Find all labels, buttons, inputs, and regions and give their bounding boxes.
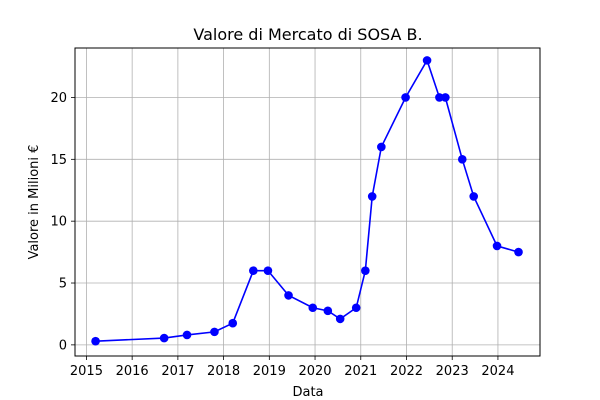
data-point	[284, 291, 293, 300]
y-tick-label: 10	[50, 215, 67, 230]
data-point	[210, 327, 219, 337]
series-points	[91, 56, 523, 346]
x-tick-label: 2017	[161, 364, 194, 379]
x-tick-label: 2015	[70, 364, 103, 379]
x-tick-label: 2022	[390, 364, 423, 379]
data-point	[469, 192, 479, 201]
chart-title: Valore di Mercato di SOSA B.	[193, 25, 422, 44]
data-point	[351, 303, 361, 313]
data-point	[249, 266, 258, 275]
data-point	[159, 333, 169, 343]
y-tick-label: 15	[50, 153, 67, 168]
data-point	[514, 247, 523, 257]
y-tick-label: 5	[59, 277, 67, 292]
data-point	[182, 330, 192, 340]
x-tick-label: 2016	[116, 364, 149, 379]
data-point	[91, 336, 100, 346]
data-point	[323, 306, 333, 316]
x-tick-label: 2018	[207, 364, 240, 379]
x-tick-label: 2020	[298, 364, 331, 379]
data-point	[441, 93, 450, 102]
data-point	[401, 93, 410, 102]
data-point	[457, 155, 467, 164]
y-axis-label: Valore in Milioni €	[27, 145, 42, 260]
data-point	[263, 266, 273, 275]
x-tick-label: 2023	[436, 364, 469, 379]
x-tick-label: 2019	[253, 364, 286, 379]
data-point	[422, 56, 432, 65]
data-point	[492, 241, 502, 251]
y-tick-label: 20	[50, 91, 67, 106]
data-point	[335, 314, 345, 324]
x-tick-label: 2024	[481, 364, 514, 379]
x-axis-ticks: 2015 2016 2017 2018 2019 2020 2021 2022 2023 2024	[70, 356, 514, 379]
data-point	[377, 142, 386, 152]
data-point	[361, 266, 370, 275]
plot-frame	[74, 47, 541, 357]
data-point	[228, 318, 238, 328]
data-point	[367, 192, 377, 201]
x-tick-label: 2021	[344, 364, 377, 379]
data-point	[308, 303, 318, 313]
x-axis-label: Data	[292, 385, 323, 400]
data-point	[435, 93, 444, 102]
y-tick-label: 0	[59, 338, 67, 353]
y-axis-ticks: 0 5 10 15 20	[50, 91, 75, 353]
